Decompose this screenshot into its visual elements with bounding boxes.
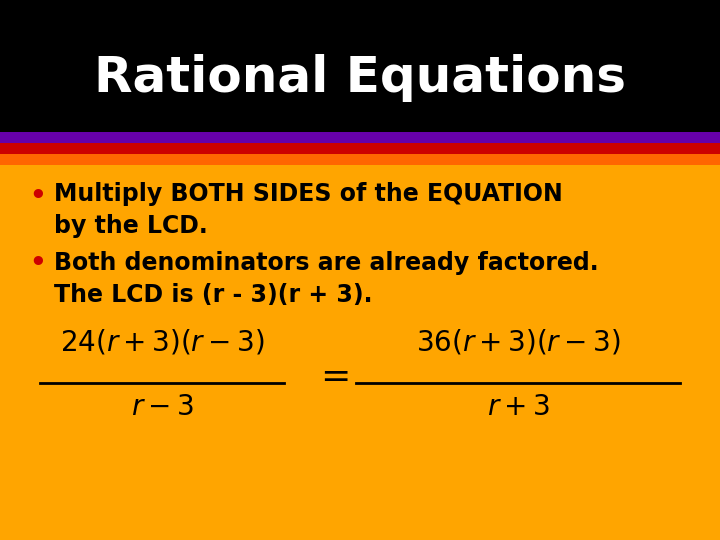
Bar	[0, 154, 720, 165]
Text: $r+3$: $r+3$	[487, 394, 550, 421]
Text: •: •	[29, 251, 45, 277]
Text: $36(r+3)(r-3)$: $36(r+3)(r-3)$	[416, 327, 621, 356]
Text: Multiply BOTH SIDES of the EQUATION
by the LCD.: Multiply BOTH SIDES of the EQUATION by t…	[54, 182, 563, 238]
Bar	[0, 143, 720, 540]
Text: $r-3$: $r-3$	[130, 394, 194, 421]
Bar	[0, 143, 720, 154]
Text: •: •	[29, 184, 45, 210]
Text: $=$: $=$	[313, 359, 349, 392]
Text: $24(r+3)(r-3)$: $24(r+3)(r-3)$	[60, 327, 264, 356]
Bar	[0, 0, 720, 143]
Bar	[0, 132, 720, 143]
Text: Both denominators are already factored.
The LCD is (r - 3)(r + 3).: Both denominators are already factored. …	[54, 251, 598, 307]
Text: Rational Equations: Rational Equations	[94, 55, 626, 102]
